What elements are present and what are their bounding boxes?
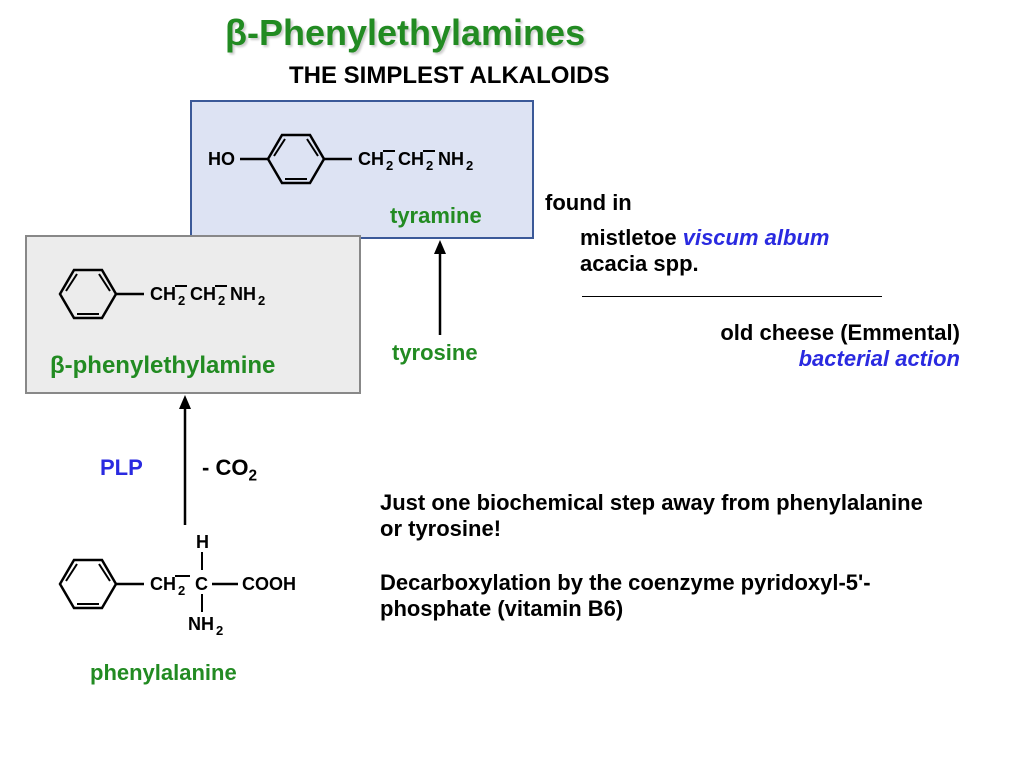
svg-text:NH: NH <box>230 284 256 304</box>
body-text-1: Just one biochemical step away from phen… <box>380 490 930 542</box>
cheese-text: old cheese (Emmental) <box>580 320 960 346</box>
svg-text:2: 2 <box>216 623 223 638</box>
found-in-label: found in <box>545 190 632 216</box>
tyrosine-label: tyrosine <box>392 340 478 366</box>
svg-text:COOH: COOH <box>242 574 296 594</box>
tyramine-label: tyramine <box>390 203 482 229</box>
tyrosine-arrow <box>425 240 455 340</box>
tyramine-structure: HO CH 2 CH 2 NH 2 <box>200 115 520 205</box>
svg-text:2: 2 <box>466 158 473 173</box>
svg-text:2: 2 <box>386 158 393 173</box>
bacterial-text: bacterial action <box>580 346 960 372</box>
svg-text:2: 2 <box>218 293 225 308</box>
svg-text:HO: HO <box>208 149 235 169</box>
page-title: β-Phenylethylamines <box>225 12 585 54</box>
svg-text:CH: CH <box>398 149 424 169</box>
svg-text:NH: NH <box>438 149 464 169</box>
phenylethylamine-structure: CH 2 CH 2 NH 2 <box>40 250 340 340</box>
sources-block: mistletoe viscum album acacia spp. <box>580 225 960 277</box>
svg-text:CH: CH <box>190 284 216 304</box>
page-subtitle: THE SIMPLEST ALKALOIDS <box>289 62 609 90</box>
svg-text:CH: CH <box>358 149 384 169</box>
co2-label: - CO2 <box>202 455 257 485</box>
phenylethylamine-label: β-phenylethylamine <box>50 352 275 380</box>
phenylalanine-label: phenylalanine <box>90 660 237 686</box>
svg-text:2: 2 <box>178 583 185 598</box>
svg-text:CH: CH <box>150 574 176 594</box>
plp-label: PLP <box>100 455 143 481</box>
svg-text:H: H <box>196 532 209 552</box>
acacia-text: acacia spp. <box>580 251 699 276</box>
cheese-block: old cheese (Emmental) bacterial action <box>580 320 960 372</box>
svg-text:2: 2 <box>426 158 433 173</box>
mistletoe-text: mistletoe <box>580 225 677 250</box>
phenylalanine-structure: CH 2 C H NH 2 COOH <box>40 530 370 650</box>
divider-line <box>582 296 882 297</box>
viscum-text: viscum album <box>683 225 830 250</box>
svg-text:2: 2 <box>178 293 185 308</box>
svg-text:C: C <box>195 574 208 594</box>
body-text-2: Decarboxylation by the coenzyme pyridoxy… <box>380 570 940 622</box>
svg-text:2: 2 <box>258 293 265 308</box>
phenylalanine-arrow <box>170 395 200 530</box>
svg-text:NH: NH <box>188 614 214 634</box>
svg-text:CH: CH <box>150 284 176 304</box>
